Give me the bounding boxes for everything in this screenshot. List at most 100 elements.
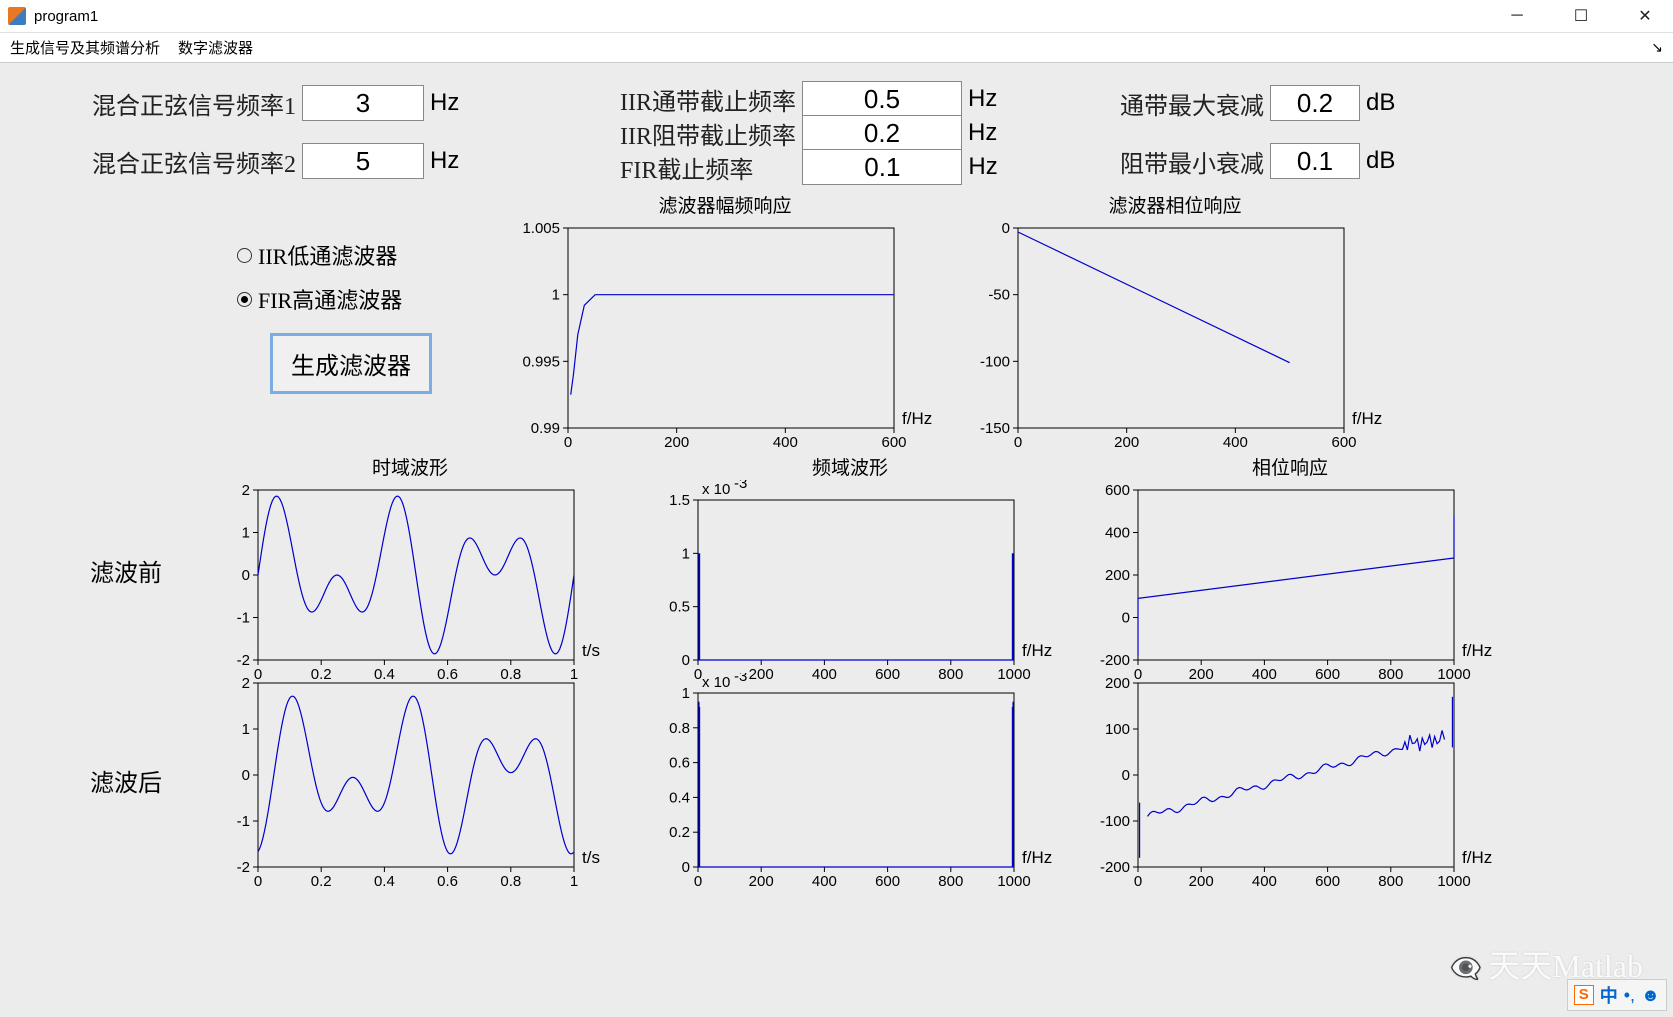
svg-text:400: 400	[773, 434, 798, 451]
svg-text:-2: -2	[237, 652, 250, 669]
stop-att-unit: dB	[1366, 147, 1395, 175]
svg-text:x 10: x 10	[702, 674, 730, 691]
chart-time-before: 时域波形00.20.40.60.81-2-1012t/s	[200, 453, 620, 683]
window-buttons: ─ ☐ ✕	[1497, 3, 1665, 29]
svg-text:0: 0	[564, 434, 572, 451]
iir-pass-input[interactable]	[802, 81, 962, 117]
iir-stop-input[interactable]	[802, 115, 962, 151]
freq2-unit: Hz	[430, 147, 459, 175]
svg-text:600: 600	[1315, 873, 1340, 890]
freq2-label: 混合正弦信号频率2	[92, 144, 296, 179]
generate-filter-button[interactable]: 生成滤波器	[270, 333, 432, 394]
param-stop-att: 阻带最小衰减 dB	[1120, 143, 1395, 179]
sogou-icon: S	[1574, 985, 1594, 1005]
ime-lang[interactable]: 中	[1600, 982, 1618, 1008]
svg-text:600: 600	[881, 434, 906, 451]
svg-text:1000: 1000	[997, 873, 1030, 890]
svg-text:1: 1	[682, 685, 690, 702]
freq2-input[interactable]	[302, 143, 424, 179]
param-iir-stop: IIR阻带截止频率 Hz	[620, 115, 997, 151]
svg-text:1.005: 1.005	[522, 220, 560, 237]
svg-text:-100: -100	[980, 353, 1010, 370]
svg-text:1: 1	[242, 525, 250, 542]
svg-text:f/Hz: f/Hz	[1352, 409, 1382, 428]
svg-text:0: 0	[1002, 220, 1010, 237]
menu-filter[interactable]: 数字滤波器	[178, 37, 253, 58]
row-label-before: 滤波前	[90, 553, 162, 588]
freq1-input[interactable]	[302, 85, 424, 121]
svg-text:200: 200	[1189, 873, 1214, 890]
maximize-button[interactable]: ☐	[1561, 3, 1601, 29]
menu-signal[interactable]: 生成信号及其频谱分析	[10, 37, 160, 58]
svg-text:1000: 1000	[1437, 873, 1470, 890]
param-freq2: 混合正弦信号频率2 Hz	[92, 143, 459, 179]
svg-text:-3: -3	[734, 480, 747, 492]
stop-att-input[interactable]	[1270, 143, 1360, 179]
ime-bar: S 中 •, ☻	[1567, 979, 1667, 1011]
chart-phase: 滤波器相位响应0200400600-150-100-500f/Hz	[960, 191, 1390, 451]
radio-fir-label: FIR高通滤波器	[258, 283, 402, 315]
svg-text:100: 100	[1105, 721, 1130, 738]
stop-att-label: 阻带最小衰减	[1120, 144, 1264, 179]
iir-stop-unit: Hz	[968, 119, 997, 147]
svg-text:-100: -100	[1100, 813, 1130, 830]
svg-text:0: 0	[1122, 610, 1130, 627]
svg-text:-150: -150	[980, 420, 1010, 437]
titlebar: program1 ─ ☐ ✕	[0, 0, 1673, 33]
svg-text:0: 0	[242, 767, 250, 784]
svg-text:0: 0	[682, 859, 690, 876]
menu-overflow-icon[interactable]: ↘	[1651, 39, 1663, 56]
svg-text:200: 200	[664, 434, 689, 451]
main-panel: 混合正弦信号频率1 Hz 混合正弦信号频率2 Hz IIR通带截止频率 Hz I…	[0, 63, 1673, 1017]
svg-text:2: 2	[242, 675, 250, 692]
ime-punct-icon[interactable]: •,	[1624, 985, 1635, 1006]
close-button[interactable]: ✕	[1625, 3, 1665, 29]
freq1-unit: Hz	[430, 89, 459, 117]
svg-text:1: 1	[242, 721, 250, 738]
radio-iir-circle	[237, 248, 252, 263]
svg-text:-1: -1	[237, 610, 250, 627]
svg-text:t/s: t/s	[582, 848, 600, 867]
row-label-after: 滤波后	[90, 763, 162, 798]
fir-unit: Hz	[968, 153, 997, 181]
svg-text:1.5: 1.5	[669, 492, 690, 509]
fir-input[interactable]	[802, 149, 962, 185]
svg-text:400: 400	[1105, 525, 1130, 542]
svg-text:400: 400	[1223, 434, 1248, 451]
svg-text:0.4: 0.4	[374, 873, 395, 890]
pass-att-input[interactable]	[1270, 85, 1360, 121]
svg-text:800: 800	[1378, 873, 1403, 890]
svg-text:200: 200	[1105, 675, 1130, 692]
svg-text:200: 200	[1114, 434, 1139, 451]
svg-text:0.2: 0.2	[311, 873, 332, 890]
svg-text:-200: -200	[1100, 652, 1130, 669]
chart-phresp-before: 相位响应02004006008001000-2000200400600f/Hz	[1080, 453, 1500, 683]
radio-fir[interactable]: FIR高通滤波器	[237, 283, 402, 315]
minimize-button[interactable]: ─	[1497, 3, 1537, 29]
svg-text:1: 1	[552, 287, 560, 304]
radio-fir-circle	[237, 292, 252, 307]
chart-freq-before: 频域波形0200400600800100000.511.5f/Hzx 10-3	[640, 453, 1060, 683]
svg-text:1: 1	[570, 873, 578, 890]
svg-text:0: 0	[1014, 434, 1022, 451]
ime-face-icon[interactable]: ☻	[1641, 985, 1660, 1006]
svg-text:-1: -1	[237, 813, 250, 830]
svg-text:f/Hz: f/Hz	[1022, 641, 1052, 660]
svg-text:0.2: 0.2	[669, 824, 690, 841]
svg-text:200: 200	[749, 873, 774, 890]
chart-freq-after: 0200400600800100000.20.40.60.81f/Hzx 10-…	[640, 673, 1060, 893]
chart-phresp-after: 02004006008001000-200-1000100200f/Hz	[1080, 673, 1500, 893]
svg-text:400: 400	[812, 873, 837, 890]
svg-text:0: 0	[242, 567, 250, 584]
app-icon	[8, 7, 26, 25]
svg-text:0: 0	[1134, 873, 1142, 890]
radio-iir[interactable]: IIR低通滤波器	[237, 239, 397, 271]
iir-pass-unit: Hz	[968, 85, 997, 113]
pass-att-label: 通带最大衰减	[1120, 86, 1264, 121]
svg-text:x 10: x 10	[702, 481, 730, 498]
window-title: program1	[34, 8, 1497, 25]
svg-text:1: 1	[682, 545, 690, 562]
svg-text:600: 600	[875, 873, 900, 890]
param-freq1: 混合正弦信号频率1 Hz	[92, 85, 459, 121]
svg-text:0.6: 0.6	[669, 755, 690, 772]
